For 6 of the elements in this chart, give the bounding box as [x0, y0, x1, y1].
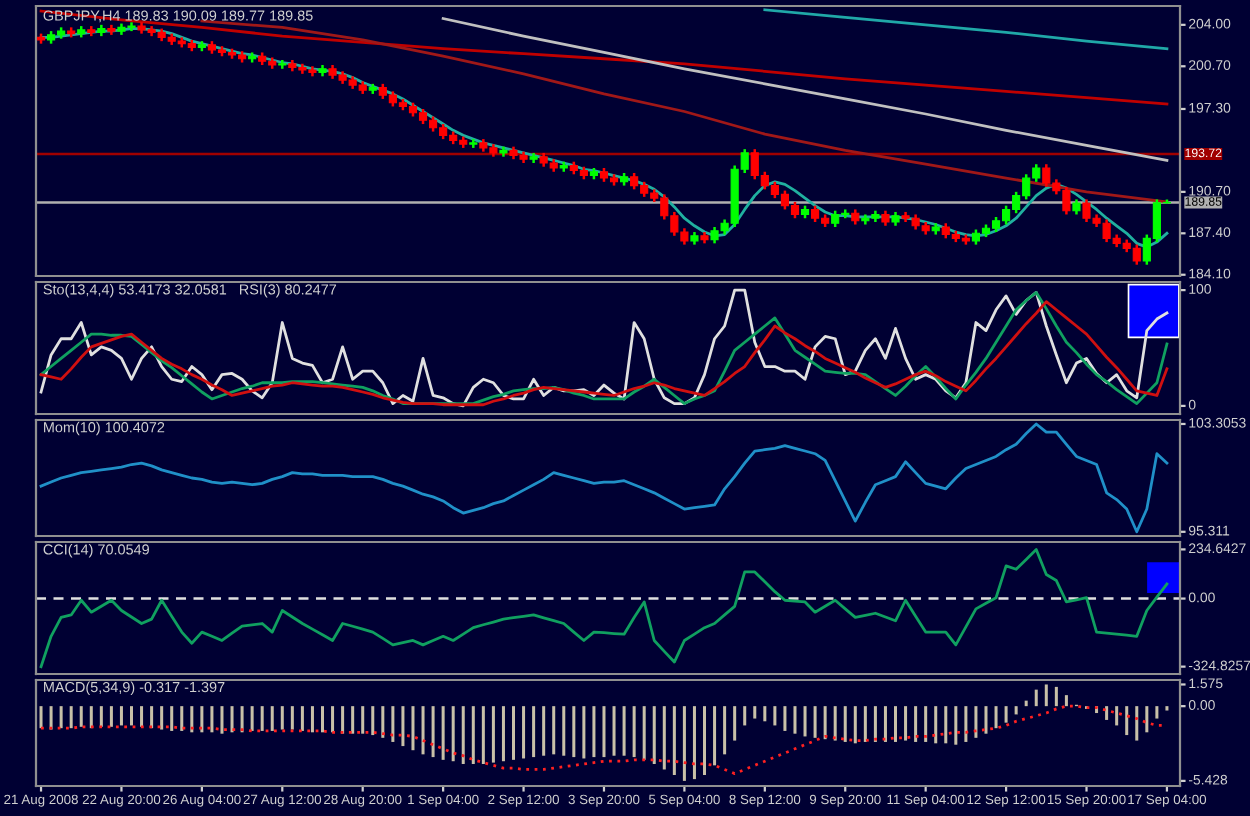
line-series [39, 27, 1169, 249]
line-series [763, 8, 1169, 51]
line-series [39, 422, 1169, 534]
line-series [39, 9, 1169, 106]
line-series [200, 19, 1169, 204]
line-series [441, 17, 1169, 162]
